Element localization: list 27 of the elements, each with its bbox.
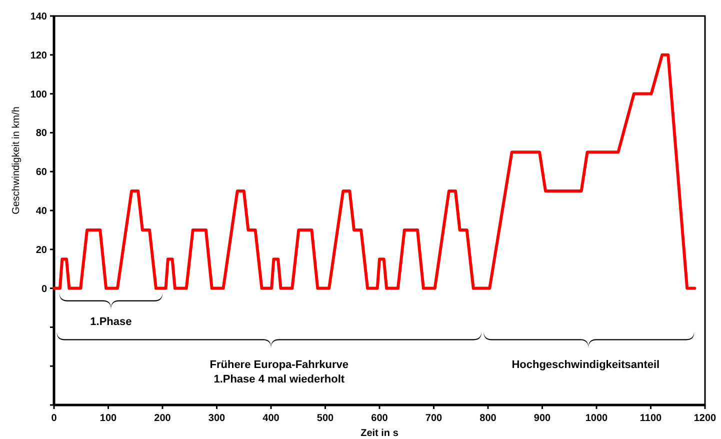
x-tick-label: 700 [425,413,443,424]
y-tick-label: 80 [36,128,48,140]
y-tick-label: 140 [30,12,48,22]
x-tick-label: 900 [534,413,552,424]
x-tick-label: 1000 [585,413,608,424]
y-tick-label: 120 [30,50,48,62]
y-tick-label: 60 [36,167,48,178]
x-tick-label: 1100 [640,413,662,424]
y-tick-label: 40 [36,206,48,217]
x-tick-label: 300 [208,413,226,424]
y-tick-label: 100 [30,89,48,100]
x-tick-label: 600 [371,413,388,424]
y-tick-label: 20 [36,244,48,256]
x-tick-label: 0 [51,413,58,424]
x-axis-title: Zeit in s [360,428,399,439]
annotation: 1.Phase [90,316,132,328]
x-tick-label: 200 [154,413,172,424]
x-tick-label: 400 [262,413,280,424]
line-series [52,53,696,290]
y-axis-title: Geschwindigkeit in km/h [11,106,22,214]
annotation: Frühere Europa-Fahrkurve 1.Phase 4 mal wiederholt [210,359,349,386]
x-tick-label: 800 [480,413,497,424]
annotation: Hochgeschwindigkeitsanteil [512,359,660,372]
y-tick-label: 0 [41,284,48,295]
x-tick-label: 500 [316,413,334,424]
x-tick-label: 100 [100,413,118,424]
x-tick-label: 1200 [694,413,717,424]
